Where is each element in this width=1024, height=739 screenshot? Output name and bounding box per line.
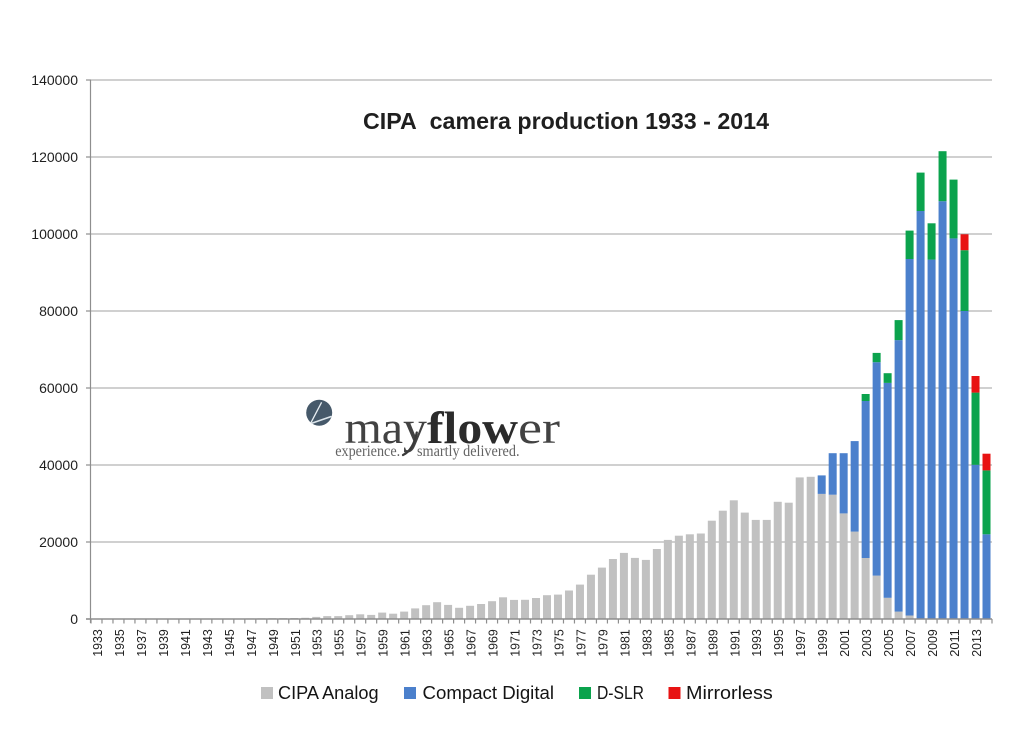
svg-text:1953: 1953 xyxy=(310,629,325,657)
svg-text:1955: 1955 xyxy=(332,629,347,657)
svg-text:1983: 1983 xyxy=(639,629,654,657)
svg-text:2005: 2005 xyxy=(881,629,896,657)
svg-text:1937: 1937 xyxy=(134,629,149,657)
svg-text:1979: 1979 xyxy=(595,629,610,657)
svg-text:1945: 1945 xyxy=(222,629,237,657)
svg-text:1995: 1995 xyxy=(771,629,786,657)
svg-text:1993: 1993 xyxy=(749,629,764,657)
svg-text:1985: 1985 xyxy=(661,629,676,657)
svg-text:1965: 1965 xyxy=(442,629,457,657)
svg-text:100000: 100000 xyxy=(31,226,78,242)
svg-text:1949: 1949 xyxy=(266,629,281,657)
svg-text:2001: 2001 xyxy=(837,629,852,657)
svg-text:1997: 1997 xyxy=(793,629,808,657)
svg-text:1959: 1959 xyxy=(376,629,391,657)
svg-text:2007: 2007 xyxy=(903,629,918,657)
svg-text:1981: 1981 xyxy=(617,629,632,657)
svg-text:1967: 1967 xyxy=(464,629,479,657)
svg-text:0: 0 xyxy=(70,611,78,627)
svg-text:1941: 1941 xyxy=(178,629,193,657)
svg-text:1947: 1947 xyxy=(244,629,259,657)
svg-text:1973: 1973 xyxy=(530,629,545,657)
svg-text:40000: 40000 xyxy=(39,457,78,473)
svg-text:1939: 1939 xyxy=(156,629,171,657)
svg-text:20000: 20000 xyxy=(39,534,78,550)
svg-text:1935: 1935 xyxy=(112,629,127,657)
svg-text:120000: 120000 xyxy=(31,149,78,165)
svg-text:1987: 1987 xyxy=(683,629,698,657)
svg-text:flow: flow xyxy=(427,402,518,453)
svg-text:1971: 1971 xyxy=(508,629,523,657)
svg-text:Compact Digital: Compact Digital xyxy=(423,683,555,703)
svg-text:1991: 1991 xyxy=(727,629,742,657)
svg-text:1943: 1943 xyxy=(200,629,215,657)
svg-text:1969: 1969 xyxy=(486,629,501,657)
svg-text:1957: 1957 xyxy=(354,629,369,657)
svg-text:experience.: experience. xyxy=(335,443,400,460)
svg-text:1977: 1977 xyxy=(573,629,588,657)
svg-text:2003: 2003 xyxy=(859,629,874,657)
svg-text:80000: 80000 xyxy=(39,303,78,319)
svg-text:2013: 2013 xyxy=(969,629,984,657)
svg-text:D-SLR: D-SLR xyxy=(597,683,644,703)
svg-text:1999: 1999 xyxy=(815,629,830,657)
svg-text:1975: 1975 xyxy=(551,629,566,657)
svg-text:smartly delivered.: smartly delivered. xyxy=(417,443,520,460)
svg-text:CIPA camera production 1933 -: CIPA camera production 1933 - 2014 xyxy=(363,108,769,134)
svg-text:1951: 1951 xyxy=(288,629,303,657)
svg-text:2009: 2009 xyxy=(925,629,940,657)
svg-text:CIPA Analog: CIPA Analog xyxy=(278,683,379,703)
svg-text:1963: 1963 xyxy=(420,629,435,657)
svg-text:1933: 1933 xyxy=(90,629,105,657)
svg-text:60000: 60000 xyxy=(39,380,78,396)
svg-text:1989: 1989 xyxy=(705,629,720,657)
svg-text:1961: 1961 xyxy=(398,629,413,657)
svg-text:er: er xyxy=(518,402,560,453)
svg-text:140000: 140000 xyxy=(31,72,78,88)
svg-text:2011: 2011 xyxy=(947,629,962,657)
svg-text:Mirrorless: Mirrorless xyxy=(686,683,773,703)
